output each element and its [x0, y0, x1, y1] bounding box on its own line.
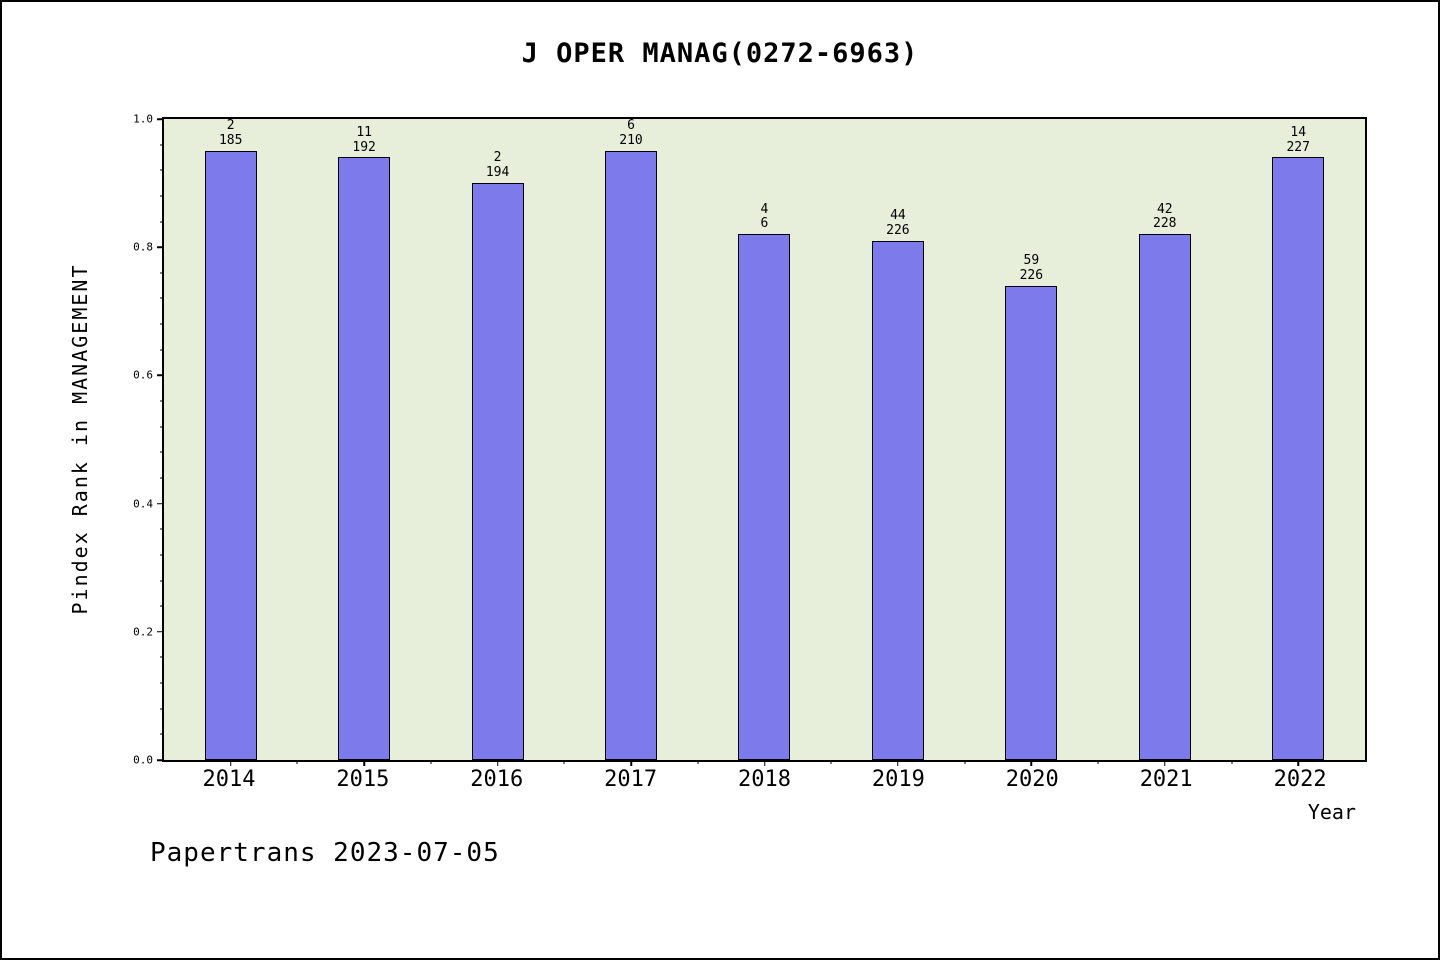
- y-minor-tick-mark: [160, 144, 164, 146]
- y-tick-mark: [157, 759, 164, 761]
- y-minor-tick-mark: [160, 323, 164, 325]
- bar: [1272, 157, 1325, 760]
- x-minor-tick-mark: [1231, 760, 1233, 764]
- x-tick-mark: [1297, 760, 1300, 766]
- y-minor-tick-mark: [160, 451, 164, 453]
- bar-annotation: 59 226: [1019, 252, 1044, 283]
- bar-annotation: 42 228: [1153, 201, 1177, 232]
- bars-container: 2 185 11 192 2 194 6 210 4 6 44 226 59 226 42 228 14 227: [164, 118, 1365, 760]
- bar: [1138, 234, 1191, 760]
- bar-annotation: 6 210: [619, 118, 643, 148]
- bar: [338, 157, 391, 760]
- x-minor-tick-mark: [430, 760, 432, 764]
- y-axis-label: Pindex Rank in MANAGEMENT: [68, 263, 92, 615]
- bar: [204, 150, 257, 760]
- footer-text: Papertrans 2023-07-05: [150, 838, 500, 868]
- y-minor-tick-mark: [160, 682, 164, 684]
- x-tick-labels: 2014 2015 2016 2017 2018 2019 2020 2021 2022: [162, 767, 1367, 792]
- x-tick-label: 2019: [871, 767, 925, 792]
- y-minor-tick-mark: [160, 349, 164, 351]
- bar-column: 2 185: [164, 118, 297, 760]
- y-tick-label: 0.6: [133, 368, 153, 382]
- x-tick-label: 2014: [202, 767, 256, 792]
- y-minor-tick-mark: [160, 477, 164, 479]
- y-minor-tick-mark: [160, 195, 164, 197]
- y-minor-tick-mark: [160, 272, 164, 274]
- y-minor-tick-mark: [160, 580, 164, 582]
- y-tick-mark: [157, 502, 164, 505]
- y-tick-label: 0.0: [133, 753, 153, 767]
- x-minor-tick-mark: [563, 760, 565, 764]
- x-minor-tick-mark: [964, 760, 966, 764]
- y-minor-tick-mark: [160, 554, 164, 556]
- x-tick-mark: [763, 760, 766, 766]
- x-tick-mark: [630, 760, 632, 766]
- x-tick-mark: [1030, 760, 1033, 766]
- bar-annotation: 11 192: [352, 124, 376, 155]
- bar-column: 42 228: [1098, 119, 1231, 760]
- bar-column: 59 226: [965, 119, 1098, 760]
- x-minor-tick-mark: [830, 760, 832, 764]
- x-tick-label: 2017: [604, 767, 658, 792]
- chart-title: J OPER MANAG(0272-6963): [521, 38, 919, 69]
- bar: [605, 150, 658, 760]
- bar: [738, 234, 791, 760]
- bar: [871, 240, 924, 760]
- x-minor-tick-mark: [697, 760, 699, 764]
- bar-annotation: 14 227: [1286, 124, 1310, 155]
- y-tick-label: 0.4: [133, 497, 153, 511]
- x-tick-label: 2021: [1139, 767, 1193, 792]
- bar-column: 44 226: [831, 119, 964, 760]
- bar: [471, 183, 524, 760]
- y-tick-mark: [157, 246, 164, 248]
- x-tick-label: 2020: [1005, 767, 1059, 792]
- y-minor-tick-mark: [160, 708, 164, 710]
- x-minor-tick-mark: [1097, 760, 1099, 764]
- x-tick-mark: [496, 760, 499, 766]
- bar: [1005, 285, 1058, 760]
- y-tick-mark: [157, 631, 164, 633]
- bar-column: 2 194: [431, 119, 564, 760]
- y-minor-tick-mark: [160, 426, 164, 428]
- bar-column: 14 227: [1232, 119, 1365, 760]
- y-minor-tick-mark: [160, 400, 164, 402]
- bar-column: 6 210: [564, 118, 697, 760]
- plot-area: 2 185 11 192 2 194 6 210 4 6 44 226 59 226 42 228 14 227 …: [133, 113, 1367, 767]
- x-tick-label: 2018: [738, 767, 791, 792]
- y-minor-tick-mark: [160, 221, 164, 223]
- y-tick-label: 0.2: [133, 625, 153, 639]
- x-tick-mark: [229, 760, 232, 766]
- x-tick-mark: [1164, 760, 1166, 766]
- x-tick-mark: [897, 760, 899, 766]
- x-tick-mark: [363, 760, 365, 766]
- x-tick-label: 2015: [336, 767, 390, 792]
- y-tick-mark: [157, 374, 164, 377]
- bar-column: 11 192: [297, 119, 430, 760]
- y-minor-tick-mark: [160, 297, 164, 299]
- x-tick-label: 2016: [470, 767, 524, 792]
- x-axis-label: Year: [1307, 800, 1356, 824]
- y-tick-mark: [157, 118, 164, 120]
- y-minor-tick-mark: [160, 528, 164, 530]
- bar-annotation: 44 226: [886, 207, 910, 238]
- y-tick-label: 1.0: [133, 112, 153, 126]
- x-minor-tick-mark: [296, 760, 298, 764]
- y-minor-tick-mark: [160, 169, 164, 171]
- y-minor-tick-mark: [160, 656, 164, 658]
- y-minor-tick-mark: [160, 605, 164, 607]
- bar-annotation: 2 185: [218, 118, 243, 148]
- bar-annotation: 2 194: [485, 150, 510, 181]
- x-tick-label: 2022: [1273, 767, 1327, 792]
- y-minor-tick-mark: [160, 733, 164, 735]
- y-tick-label: 0.8: [133, 240, 153, 254]
